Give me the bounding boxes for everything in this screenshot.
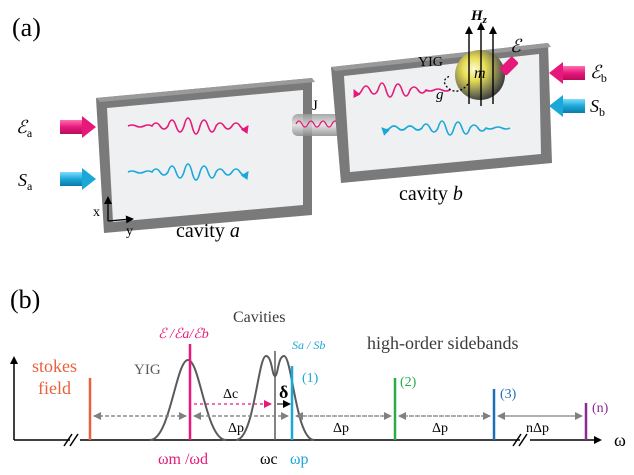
cavity-a-label: cavity a [176,220,240,242]
drive-pin [499,56,519,76]
cavity-b-blue-wave [381,120,511,136]
drive-spectrum-label: ℰ /ℰa/ℰb [158,327,209,342]
delta-p-label-2: Δp [333,421,349,436]
delta-c-label: Δc [223,387,238,402]
probe-spectrum-label: Sa / Sb [292,338,325,352]
Ea-arrow [60,116,96,138]
panel-b-label: (b) [10,285,40,314]
yig-spectrum-label: YIG [134,362,161,378]
yig-label: YIG [418,55,443,70]
omega-m-d-label: ωm /ωd [158,451,208,468]
cavities-label: Cavities [233,309,285,326]
cavity-a [96,78,315,233]
axis-y-label: y [126,224,133,239]
Eb-arrow [549,62,585,84]
Sa-arrow [60,168,96,190]
coupling-label: J [312,98,318,114]
sideband-2-label: (2) [400,375,417,390]
drive-label: ℰ [510,36,523,56]
Sb-arrow [549,95,585,117]
coupling-g-arc [443,75,469,92]
Eb-label: ℰb [590,62,607,85]
delta-p-label-3: Δp [432,421,448,436]
coupling-g-label: g [436,87,444,103]
cavity-b-pink-wave [353,82,451,99]
high-order-label: high-order sidebands [367,333,518,353]
field-label: Hz [470,8,488,26]
stokes-label-1: stokes [32,356,77,376]
yig-resonance-curve [149,358,227,441]
omega-p-label: ωp [290,451,309,468]
magnon-label: m [474,65,486,82]
Sb-label: Sb [590,96,605,119]
axis-x-label: x [93,205,100,220]
coupling-tube [292,114,350,136]
Ea-label: ℰa [16,117,33,140]
field-arrows [465,22,497,106]
stokes-label-2: field [38,378,71,398]
delta-small-label: δ [279,382,288,402]
n-delta-p-label: nΔp [526,421,549,436]
Sa-label: Sa [18,170,33,193]
coordinate-axes [104,196,134,224]
delta-p-label-1: Δp [228,421,244,436]
cavity-a-pink-wave [127,117,249,135]
sideband-1-label: (1) [302,371,319,386]
omega-axis-label: ω [614,430,626,450]
omega-c-label: ωc [260,451,278,468]
panel-a-label: (a) [12,13,41,42]
cavity-b-label: cavity b [399,183,463,205]
cavity-a-blue-wave [127,163,249,181]
sideband-n-label: (n) [592,401,609,416]
sideband-3-label: (3) [500,387,517,402]
